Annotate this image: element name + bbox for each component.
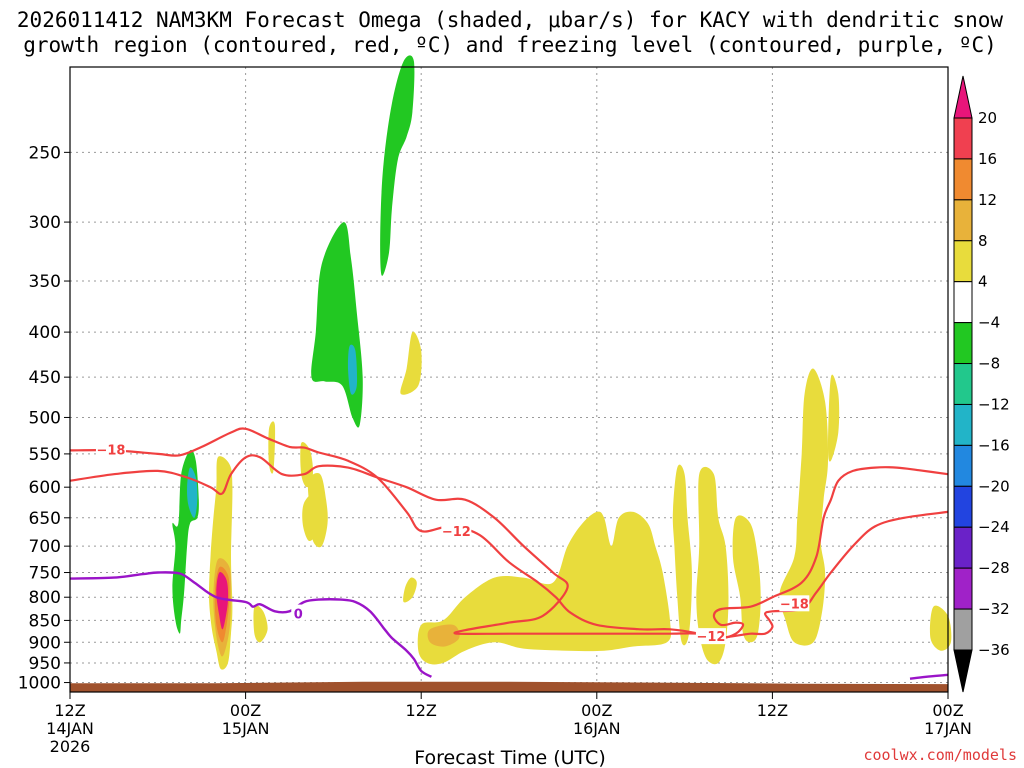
plot-area: −18 −18 −12 −12 0: [69, 55, 952, 693]
colorbar-segment: [953, 444, 973, 487]
omega-region: [253, 605, 268, 643]
x-tick-label: 12Z: [54, 701, 85, 720]
terrain-fill: [70, 681, 948, 692]
freezing-level-contours: 0: [69, 571, 949, 680]
y-tick-label: 800: [29, 588, 61, 608]
colorbar-segment: [953, 485, 973, 528]
dgz-contour-label: −18: [780, 597, 809, 612]
freezing-level-line: [909, 673, 949, 680]
y-tick-label: 300: [29, 213, 61, 233]
freezing-level-line: [69, 571, 433, 678]
x-tick-label: 16JAN: [573, 719, 621, 738]
chart-title-line2: growth region (contoured, red, ºC) and f…: [23, 33, 997, 57]
y-tick-label: 450: [29, 368, 61, 388]
y-tick-label: 650: [29, 509, 61, 529]
x-tick-label: 15JAN: [222, 719, 270, 738]
dendritic-growth-contours: −18 −18 −12 −12: [69, 427, 949, 645]
omega-region: [427, 624, 460, 647]
colorbar-segment: [953, 158, 973, 201]
colorbar-segment: [953, 608, 973, 651]
colorbar-label: −28: [978, 559, 1010, 577]
y-tick-label: 350: [29, 272, 61, 292]
colorbar-label: −4: [978, 314, 1000, 332]
x-tick-label: 12Z: [406, 701, 437, 720]
x-tick-label: 12Z: [757, 701, 788, 720]
colorbar-label: 4: [978, 273, 988, 291]
omega-region: [347, 344, 358, 395]
x-tick-label: 00Z: [230, 701, 261, 720]
y-tick-label: 600: [29, 478, 61, 498]
dgz-contour-label: −12: [442, 525, 471, 540]
contour-label-bg: [695, 628, 726, 645]
omega-region: [403, 577, 417, 603]
omega-region: [929, 605, 952, 651]
omega-region: [307, 473, 328, 548]
y-tick-label: 850: [29, 611, 61, 631]
colorbar-label: −16: [978, 436, 1010, 454]
freezing-level-label: 0: [294, 608, 303, 623]
y-tick-label: 950: [29, 654, 61, 674]
x-tick-label: 17JAN: [924, 719, 972, 738]
colorbar-label: −24: [978, 518, 1010, 536]
colorbar-segment: [953, 526, 973, 569]
colorbar-label: −32: [978, 600, 1010, 618]
colorbar-segment: [953, 403, 973, 446]
x-axis-label: Forecast Time (UTC): [414, 747, 605, 768]
x-tick-label: 2026: [50, 737, 91, 756]
y-tick-label: 700: [29, 537, 61, 557]
x-tick-label: 00Z: [581, 701, 612, 720]
colorbar-segment: [953, 281, 973, 324]
colorbar-segment: [953, 117, 973, 160]
omega-region: [400, 331, 422, 395]
plot-frame: [69, 66, 949, 693]
colorbar-label: 12: [978, 191, 997, 209]
colorbar-segment: [953, 240, 973, 283]
omega-region: [696, 466, 729, 665]
omega-region: [268, 421, 276, 474]
omega-region: [300, 442, 313, 488]
contour-label-bg: [95, 441, 126, 458]
colorbar-label: −12: [978, 395, 1010, 413]
y-tick-label: 500: [29, 408, 61, 428]
x-tick-label: 00Z: [932, 701, 963, 720]
contour-label-bg: [291, 604, 306, 621]
colorbar-label: −20: [978, 477, 1010, 495]
y-axis: 2503003504004505005506006507007508008509…: [18, 143, 70, 694]
chart-title-line1: 2026011412 NAM3KM Forecast Omega (shaded…: [17, 8, 1004, 32]
dgz-contour-label: −12: [696, 630, 725, 645]
colorbar-segment: [953, 363, 973, 405]
colorbar-label: 16: [978, 150, 997, 168]
omega-region: [732, 515, 761, 643]
colorbar-label: 20: [978, 109, 997, 127]
colorbar-segment: [953, 322, 973, 365]
colorbar-top-arrow: [953, 75, 973, 119]
colorbar-segment: [953, 567, 973, 610]
y-tick-label: 550: [29, 445, 61, 465]
dgz-contour-line: [69, 454, 949, 640]
y-tick-label: 1000: [18, 674, 61, 694]
omega-region: [672, 464, 692, 646]
omega-region: [779, 368, 829, 646]
y-tick-label: 750: [29, 564, 61, 584]
y-tick-label: 900: [29, 633, 61, 653]
omega-region: [216, 572, 229, 630]
contour-label-bg: [779, 595, 810, 612]
colorbar-segment: [953, 199, 973, 242]
omega-region: [828, 374, 840, 462]
terrain: [70, 681, 948, 692]
y-tick-label: 250: [29, 143, 61, 163]
dgz-contour-label: −18: [96, 443, 125, 458]
x-tick-label: 14JAN: [46, 719, 94, 738]
colorbar-label: 8: [978, 232, 988, 250]
colorbar: 20 16 12 8 4 −4 −8 −12 −16 −20 −24 −28 −32 −36: [953, 75, 1010, 693]
colorbar-label: −8: [978, 355, 1000, 373]
colorbar-bottom-arrow: [953, 649, 973, 693]
omega-region: [380, 55, 415, 276]
colorbar-label: −36: [978, 641, 1010, 659]
y-tick-label: 400: [29, 323, 61, 343]
contour-label-bg: [441, 523, 472, 540]
credit-text: coolwx.com/models: [863, 746, 1017, 764]
